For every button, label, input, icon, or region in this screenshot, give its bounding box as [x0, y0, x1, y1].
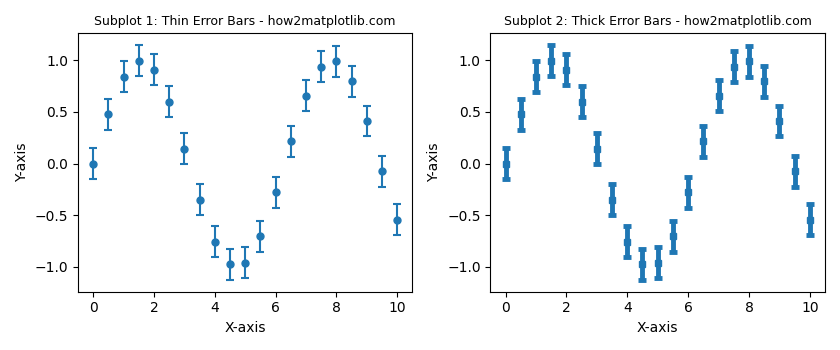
Title: Subplot 1: Thin Error Bars - how2matplotlib.com: Subplot 1: Thin Error Bars - how2matplot…: [94, 15, 396, 28]
Y-axis label: Y-axis: Y-axis: [428, 143, 442, 182]
X-axis label: X-axis: X-axis: [224, 321, 266, 335]
X-axis label: X-axis: X-axis: [637, 321, 679, 335]
Title: Subplot 2: Thick Error Bars - how2matplotlib.com: Subplot 2: Thick Error Bars - how2matplo…: [504, 15, 811, 28]
Y-axis label: Y-axis: Y-axis: [15, 143, 29, 182]
